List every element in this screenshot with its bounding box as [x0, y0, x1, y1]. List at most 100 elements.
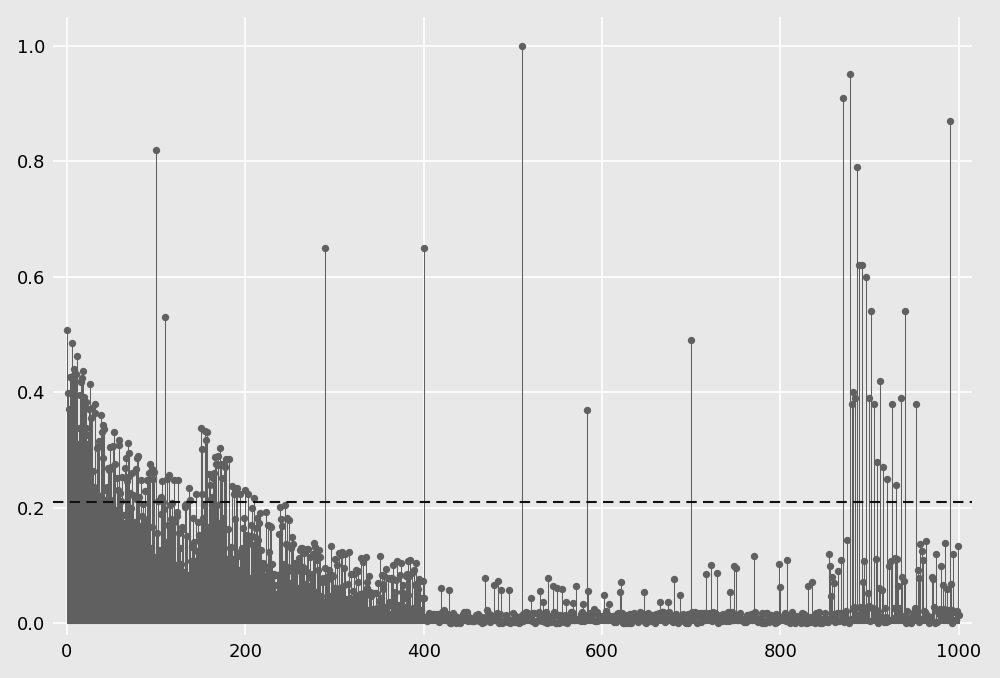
Point	[639, 609, 655, 620]
Point	[581, 613, 597, 624]
Point	[930, 607, 946, 618]
Point	[309, 548, 325, 559]
Point	[168, 559, 184, 570]
Point	[104, 498, 120, 509]
Point	[390, 601, 406, 612]
Point	[631, 612, 647, 623]
Point	[225, 554, 241, 565]
Point	[684, 607, 700, 618]
Point	[161, 561, 177, 572]
Point	[77, 402, 93, 413]
Point	[228, 484, 244, 495]
Point	[586, 603, 602, 614]
Point	[340, 579, 356, 590]
Point	[482, 614, 498, 625]
Point	[776, 614, 792, 624]
Point	[111, 435, 127, 445]
Point	[422, 610, 438, 621]
Point	[177, 502, 193, 513]
Point	[856, 555, 872, 566]
Point	[102, 441, 118, 452]
Point	[150, 496, 166, 506]
Point	[644, 610, 660, 620]
Point	[172, 542, 188, 553]
Point	[656, 612, 672, 623]
Point	[232, 489, 248, 500]
Point	[202, 529, 218, 540]
Point	[475, 614, 491, 624]
Point	[476, 616, 492, 627]
Point	[596, 590, 612, 601]
Point	[185, 513, 201, 523]
Point	[540, 611, 556, 622]
Point	[324, 570, 340, 580]
Point	[788, 613, 804, 624]
Point	[126, 517, 142, 528]
Point	[383, 574, 399, 584]
Point	[211, 517, 227, 528]
Point	[497, 614, 513, 624]
Point	[96, 424, 112, 435]
Point	[829, 615, 845, 626]
Point	[758, 608, 774, 619]
Point	[374, 569, 390, 580]
Point	[595, 612, 611, 623]
Point	[369, 603, 385, 614]
Point	[439, 608, 455, 619]
Point	[699, 611, 715, 622]
Point	[421, 607, 437, 618]
Point	[339, 597, 355, 607]
Point	[816, 614, 832, 625]
Point	[515, 616, 531, 626]
Point	[241, 537, 257, 548]
Point	[275, 563, 291, 574]
Point	[938, 612, 954, 622]
Point	[238, 534, 254, 545]
Point	[486, 580, 502, 591]
Point	[492, 609, 508, 620]
Point	[191, 530, 207, 540]
Point	[698, 568, 714, 579]
Point	[763, 610, 779, 620]
Point	[82, 379, 98, 390]
Point	[180, 570, 196, 580]
Point	[563, 607, 579, 618]
Point	[732, 607, 748, 618]
Point	[119, 476, 135, 487]
Point	[219, 554, 235, 565]
Point	[416, 243, 432, 254]
Point	[608, 617, 624, 628]
Point	[314, 577, 330, 588]
Point	[400, 590, 416, 601]
Point	[846, 602, 862, 613]
Point	[730, 615, 746, 626]
Point	[111, 440, 127, 451]
Point	[307, 542, 323, 553]
Point	[874, 585, 890, 596]
Point	[338, 594, 354, 605]
Point	[498, 610, 514, 620]
Point	[659, 612, 675, 622]
Point	[169, 511, 185, 522]
Point	[344, 599, 360, 610]
Point	[249, 513, 265, 523]
Point	[184, 542, 200, 553]
Point	[824, 572, 840, 582]
Point	[202, 480, 218, 491]
Point	[723, 611, 739, 622]
Point	[835, 92, 851, 103]
Point	[866, 399, 882, 410]
Point	[177, 500, 193, 511]
Point	[131, 492, 147, 502]
Point	[907, 602, 923, 613]
Point	[403, 605, 419, 616]
Point	[886, 603, 902, 614]
Point	[72, 390, 88, 401]
Point	[915, 555, 931, 565]
Point	[493, 584, 509, 595]
Point	[546, 607, 562, 618]
Point	[311, 545, 327, 556]
Point	[780, 612, 796, 623]
Point	[83, 412, 99, 423]
Point	[715, 608, 731, 619]
